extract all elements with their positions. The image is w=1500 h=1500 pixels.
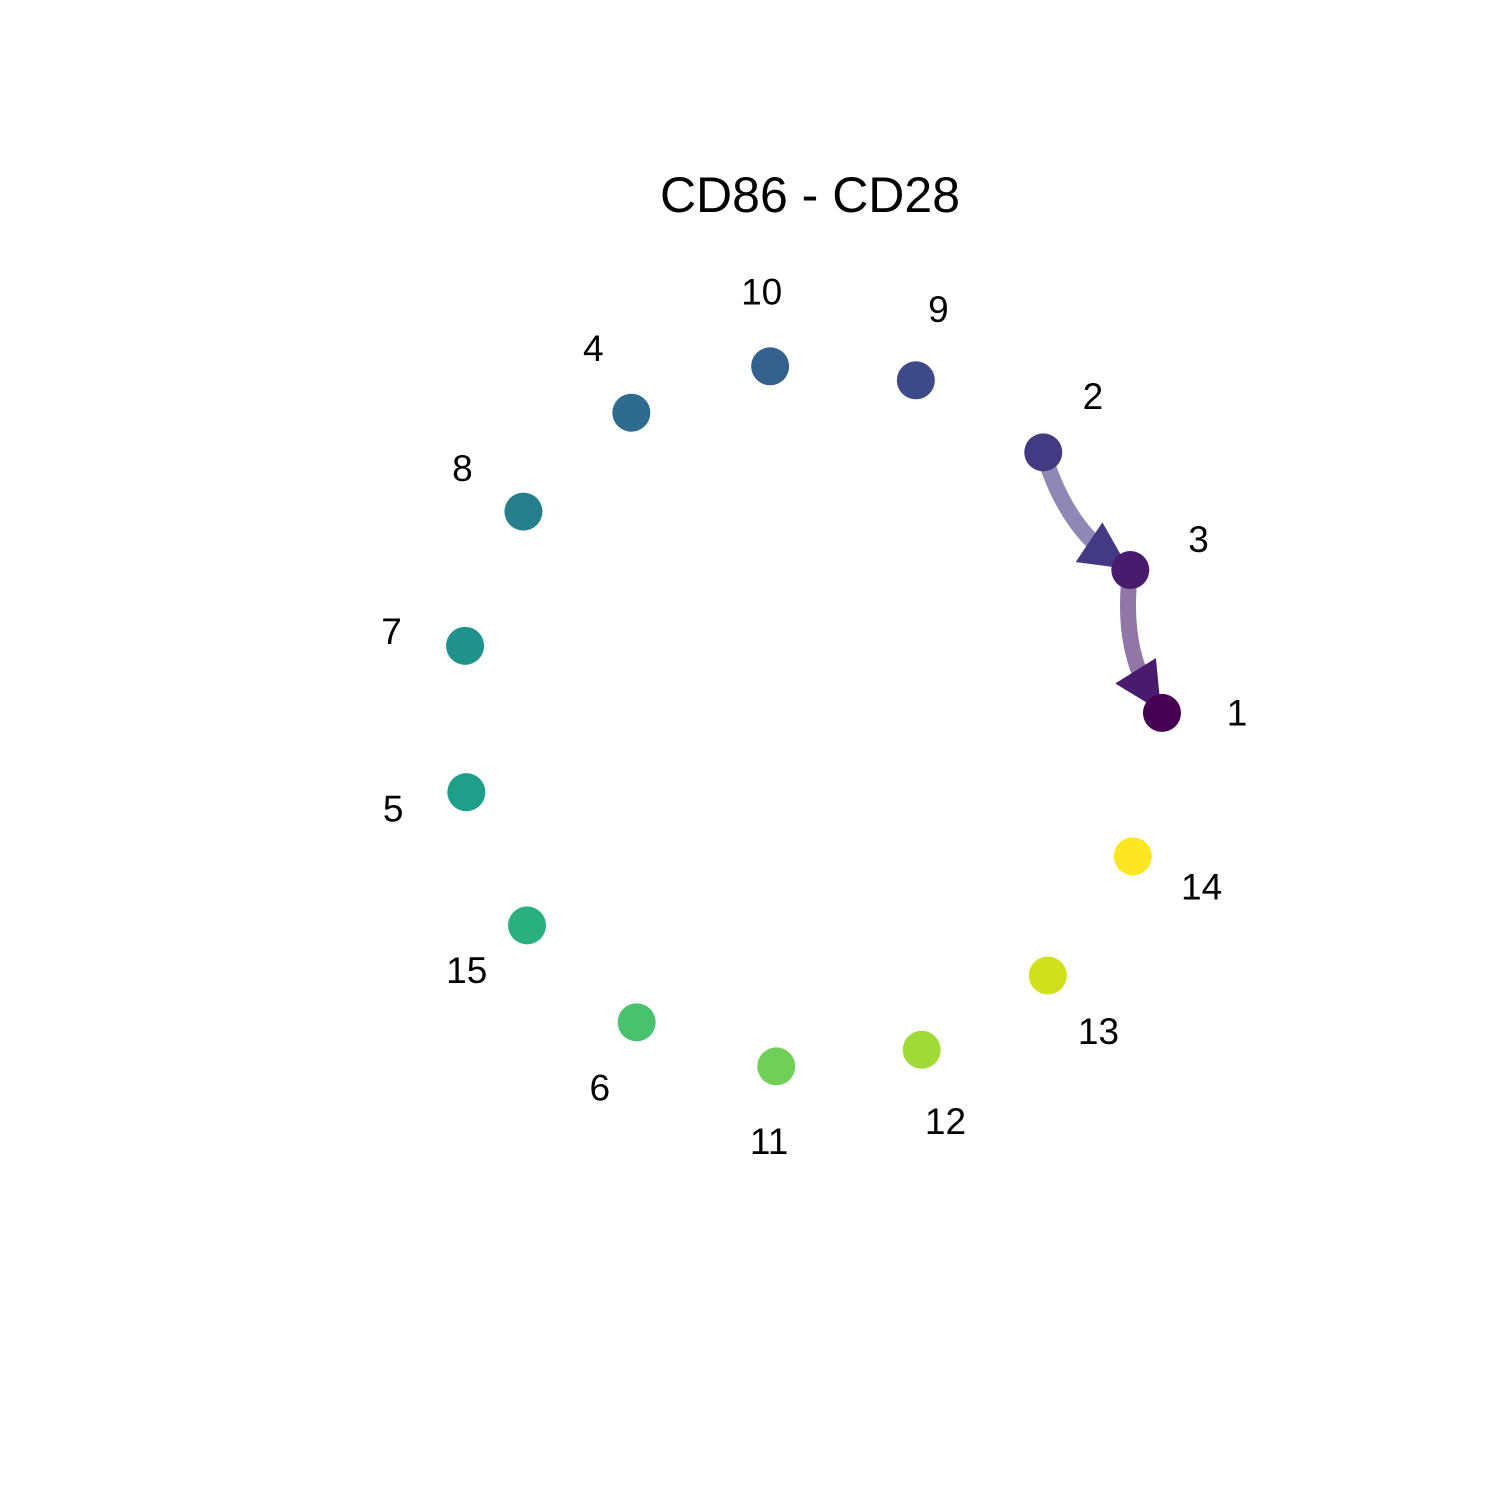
node-7 xyxy=(446,626,485,665)
node-label-10: 10 xyxy=(741,272,782,313)
node-label-6: 6 xyxy=(589,1068,610,1109)
node-14 xyxy=(1113,837,1152,876)
node-label-14: 14 xyxy=(1181,866,1222,907)
node-9 xyxy=(896,361,935,400)
node-5 xyxy=(447,773,486,812)
node-label-2: 2 xyxy=(1083,376,1104,417)
diagram-title: CD86 - CD28 xyxy=(660,167,960,223)
node-label-8: 8 xyxy=(452,448,473,489)
node-10 xyxy=(751,347,790,386)
edge-2-to-3 xyxy=(1035,444,1129,570)
node-label-12: 12 xyxy=(925,1101,966,1142)
node-6 xyxy=(617,1003,656,1042)
node-1 xyxy=(1142,693,1181,732)
node-label-1: 1 xyxy=(1227,692,1248,733)
node-2 xyxy=(1024,433,1063,472)
node-label-9: 9 xyxy=(928,289,949,330)
node-4 xyxy=(612,393,651,432)
node-label-13: 13 xyxy=(1078,1011,1119,1052)
node-3 xyxy=(1111,551,1150,590)
node-label-11: 11 xyxy=(750,1121,788,1162)
node-11 xyxy=(757,1047,796,1086)
node-label-7: 7 xyxy=(381,611,402,652)
node-label-4: 4 xyxy=(583,328,604,369)
node-label-3: 3 xyxy=(1188,519,1209,560)
node-13 xyxy=(1028,956,1067,995)
node-8 xyxy=(504,492,543,531)
node-12 xyxy=(902,1030,941,1069)
nodes-layer xyxy=(446,347,1181,1086)
node-label-15: 15 xyxy=(446,950,487,991)
node-label-5: 5 xyxy=(383,788,404,829)
node-15 xyxy=(508,906,547,945)
